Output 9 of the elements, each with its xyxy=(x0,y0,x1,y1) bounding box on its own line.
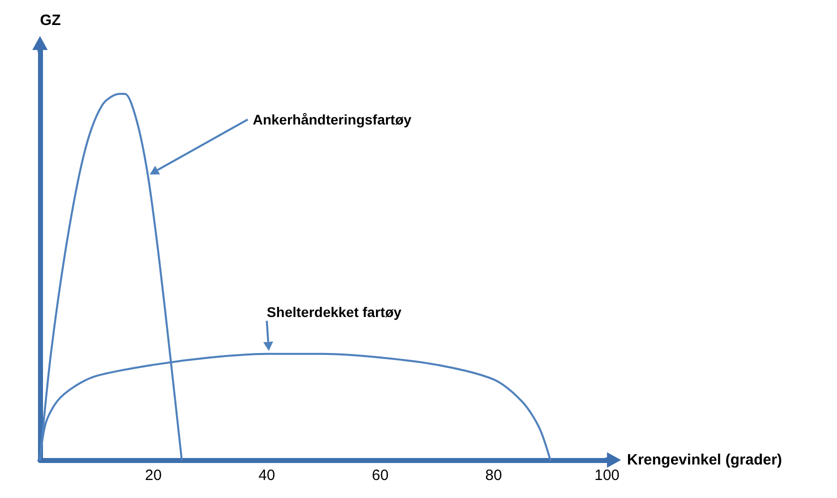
x-tick-label: 60 xyxy=(372,467,389,484)
x-tick-label: 100 xyxy=(594,467,620,484)
y-axis-title: GZ xyxy=(40,12,61,29)
x-tick-label: 80 xyxy=(485,467,502,484)
x-tick-label: 20 xyxy=(145,467,162,484)
text: Shelterdekket fartøy xyxy=(266,304,402,320)
text: Ankerhåndteringsfartøy xyxy=(252,111,412,128)
x-tick-label: 40 xyxy=(258,467,276,484)
x-axis-title: Krengevinkel (grader) xyxy=(627,452,782,468)
